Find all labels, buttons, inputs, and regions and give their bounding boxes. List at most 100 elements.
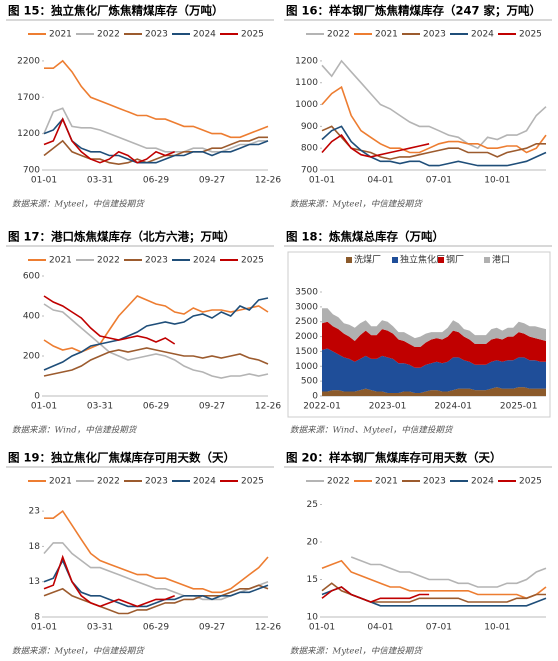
legend-label: 2022 (327, 477, 350, 487)
x-tick-label: 01-01 (31, 623, 57, 633)
series-line (44, 59, 269, 139)
chart-title: 图 15：独立焦化厂炼焦精煤库存（万吨） (8, 4, 224, 18)
x-tick-label: 2022-01 (303, 402, 341, 412)
x-tick-label: 01-01 (31, 402, 57, 412)
series-line (43, 117, 269, 164)
y-tick-label: 1200 (17, 129, 40, 139)
source-note: 数据来源：Wind、Myteel，中信建投期货 (290, 425, 454, 436)
series-line (43, 558, 269, 608)
y-tick-label: 2200 (17, 56, 40, 66)
legend-label: 2021 (375, 30, 398, 40)
x-tick-label: 07-01 (426, 176, 452, 186)
series-line (321, 85, 547, 154)
legend-label: 2024 (471, 477, 494, 487)
series-line (43, 136, 268, 166)
x-tick-label: 10-01 (484, 623, 510, 633)
legend-swatch (392, 257, 398, 263)
stacked-area (322, 348, 546, 393)
x-tick-label: 03-31 (87, 623, 113, 633)
y-tick-label: 25 (307, 500, 318, 510)
x-tick-label: 12-26 (255, 176, 281, 186)
y-tick-label: 10 (307, 613, 319, 623)
legend-label: 2024 (193, 256, 216, 266)
x-tick-label: 10-01 (484, 176, 510, 186)
legend-label: 2024 (193, 477, 216, 487)
y-tick-label: 800 (301, 144, 318, 154)
y-tick-label: 1200 (295, 56, 318, 66)
legend-label: 2024 (471, 30, 494, 40)
series-line (321, 559, 547, 600)
legend-label: 2022 (97, 256, 120, 266)
y-tick-label: 23 (29, 507, 40, 517)
y-tick-label: 15 (307, 575, 318, 585)
x-tick-label: 07-01 (426, 623, 452, 633)
legend-label: 2023 (145, 256, 168, 266)
stacked-area (322, 387, 546, 396)
series-line (43, 303, 269, 379)
series-line (43, 584, 269, 615)
source-note: 数据来源：Myteel，中信建投期货 (290, 646, 423, 657)
legend-label: 2025 (519, 477, 542, 487)
x-tick-label: 04-01 (367, 623, 393, 633)
y-tick-label: 1000 (295, 100, 318, 110)
x-tick-label: 01-01 (309, 176, 335, 186)
legend-label: 2021 (49, 256, 72, 266)
y-tick-label: 1500 (295, 347, 318, 357)
x-tick-label: 01-01 (31, 176, 57, 186)
legend-label: 钢厂 (446, 254, 464, 266)
legend-label: 2025 (241, 30, 264, 40)
legend-label: 2021 (375, 477, 398, 487)
x-tick-label: 01-01 (309, 623, 335, 633)
series-line (43, 297, 269, 371)
y-tick-label: 200 (23, 352, 40, 362)
legend-label: 2024 (193, 30, 216, 40)
source-note: 数据来源：Wind，中信建投期货 (12, 425, 138, 436)
legend-label: 2023 (423, 477, 446, 487)
series-line (44, 509, 269, 594)
series-line (321, 125, 546, 160)
chart-title: 图 17：港口炼焦煤库存（北方六港；万吨） (8, 230, 235, 244)
y-tick-label: 700 (23, 166, 40, 176)
legend-label: 港口 (492, 254, 510, 266)
y-tick-label: 3000 (295, 302, 318, 312)
y-tick-label: 500 (301, 377, 318, 387)
x-tick-label: 2025-01 (500, 402, 538, 412)
x-tick-label: 09-27 (199, 402, 225, 412)
y-tick-label: 18 (29, 542, 41, 552)
x-tick-label: 03-31 (87, 402, 113, 412)
series-line (43, 347, 269, 377)
legend-label: 2023 (423, 30, 446, 40)
legend-swatch (438, 257, 444, 263)
source-note: 数据来源：Myteel，中信建投期货 (12, 199, 145, 210)
series-line (43, 117, 175, 164)
y-tick-label: 8 (34, 613, 40, 623)
stacked-area (322, 321, 546, 368)
legend-swatch (346, 257, 352, 263)
chart-title: 图 16：样本钢厂炼焦精煤库存（247 家；万吨） (286, 4, 541, 18)
legend-label: 洗煤厂 (354, 254, 381, 266)
y-tick-label: 0 (34, 392, 40, 402)
legend-label: 独立焦化厂 (400, 254, 445, 266)
y-tick-label: 20 (307, 538, 319, 548)
legend-label: 2023 (145, 30, 168, 40)
series-line (321, 582, 546, 603)
series-line (321, 134, 430, 158)
x-tick-label: 2023-01 (369, 402, 407, 412)
y-tick-label: 0 (312, 392, 318, 402)
legend-label: 2025 (241, 256, 264, 266)
series-line (321, 59, 547, 150)
y-tick-label: 1700 (17, 93, 40, 103)
legend-label: 2025 (241, 477, 264, 487)
y-tick-label: 1000 (295, 362, 318, 372)
y-tick-label: 1100 (295, 78, 318, 88)
x-tick-label: 2024-01 (434, 402, 472, 412)
y-tick-label: 13 (29, 577, 40, 587)
y-tick-label: 2500 (295, 317, 318, 327)
y-tick-label: 600 (23, 272, 40, 282)
x-tick-label: 06-29 (143, 176, 169, 186)
x-tick-label: 06-29 (143, 623, 169, 633)
legend-label: 2022 (327, 30, 350, 40)
x-tick-label: 12-26 (255, 402, 281, 412)
x-tick-label: 12-26 (255, 623, 281, 633)
